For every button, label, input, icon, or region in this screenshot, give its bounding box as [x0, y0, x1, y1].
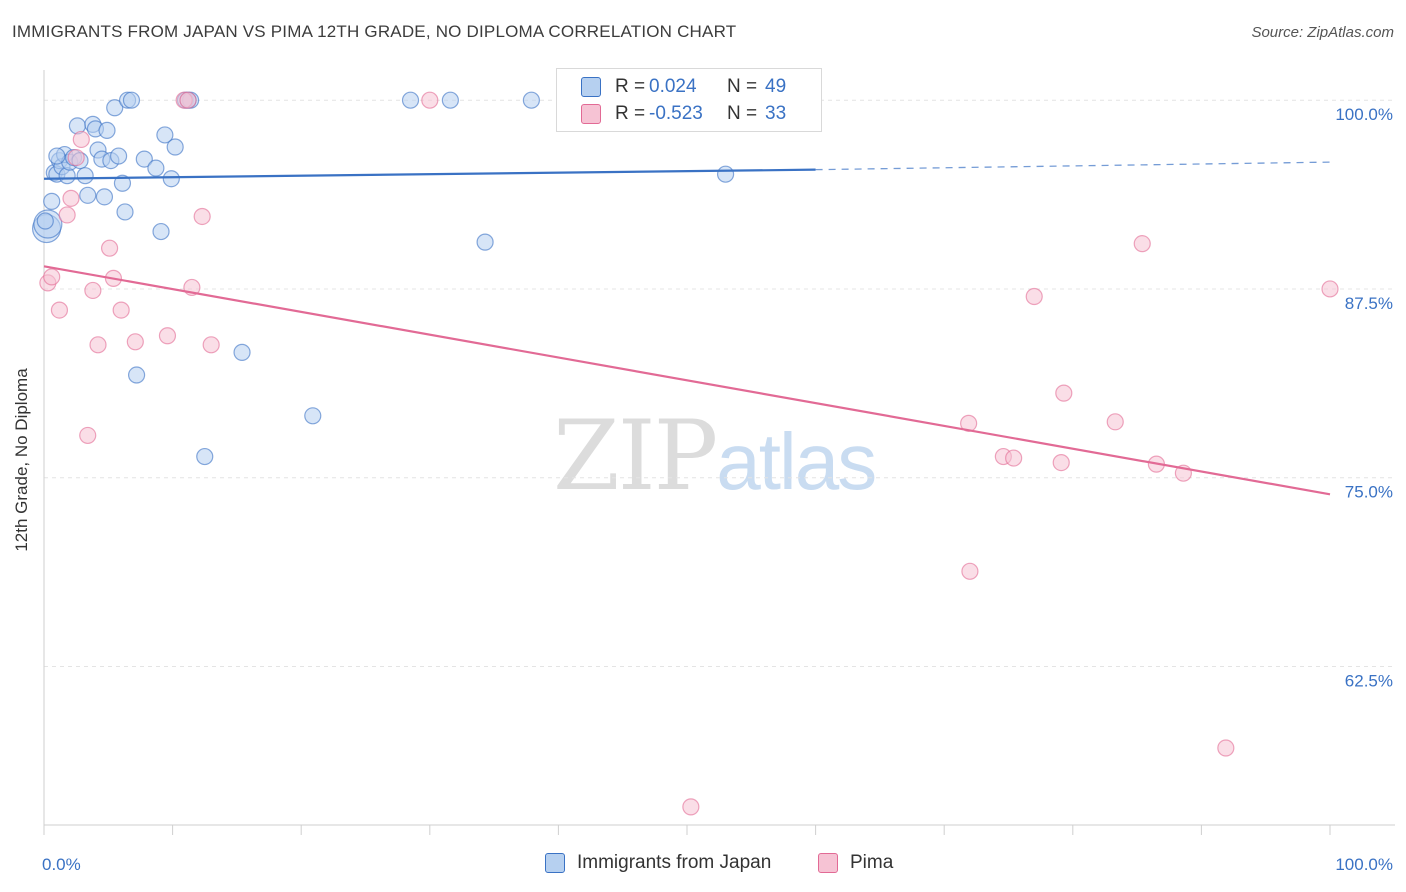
legend-r-value: -0.523	[649, 103, 703, 124]
y-tick-label: 87.5%	[1345, 294, 1393, 313]
legend-n-label: N =	[727, 103, 758, 124]
point-japan	[113, 174, 132, 192]
point-pima	[126, 333, 144, 351]
legend-r-label: R =	[615, 76, 646, 97]
point-pima	[79, 426, 97, 445]
series-legend: Immigrants from Japan Pima	[0, 850, 1406, 878]
legend-item-japan[interactable]: Immigrants from Japan	[545, 852, 771, 874]
legend-swatch-japan	[581, 77, 601, 97]
point-japan	[43, 192, 61, 210]
trend-line-japan-extension	[815, 161, 1331, 171]
point-pima	[100, 239, 119, 257]
point-japan	[166, 138, 184, 156]
point-pima	[1052, 454, 1070, 472]
legend-row-japan: R = 0.024 N = 49	[581, 75, 786, 99]
point-pima	[193, 207, 211, 226]
point-japan	[48, 147, 66, 165]
point-pima	[1133, 235, 1151, 253]
legend-row-pima: R = -0.523 N = 33	[581, 102, 786, 126]
source-label: Source: ZipAtlas.com	[1251, 24, 1394, 41]
legend-r-value: 0.024	[649, 76, 697, 97]
legend-swatch-pima	[581, 104, 601, 124]
point-japan	[716, 165, 735, 183]
point-pima	[1217, 739, 1235, 757]
point-japan	[156, 126, 174, 144]
point-japan	[116, 203, 134, 221]
point-japan	[36, 212, 54, 230]
point-japan	[441, 91, 459, 109]
point-pima	[43, 268, 61, 286]
point-japan	[304, 407, 322, 425]
point-pima	[961, 562, 979, 580]
point-japan	[401, 91, 420, 109]
watermark-atlas: atlas	[716, 417, 877, 506]
watermark-zip: ZIP	[553, 400, 718, 512]
point-japan	[152, 222, 170, 241]
chart-title: IMMIGRANTS FROM JAPAN VS PIMA 12TH GRADE…	[12, 22, 737, 41]
point-japan	[196, 447, 214, 466]
legend-r-label: R =	[615, 103, 646, 124]
x-tick-label: 0.0%	[42, 855, 81, 874]
legend-swatch-pima	[818, 853, 838, 873]
legend-item-pima[interactable]: Pima	[818, 852, 893, 874]
y-tick-label: 62.5%	[1345, 671, 1393, 690]
y-tick-label: 75.0%	[1345, 483, 1393, 502]
point-pima	[89, 336, 107, 354]
point-pima	[1005, 449, 1023, 467]
point-pima	[202, 336, 220, 354]
point-japan	[95, 188, 114, 206]
legend-n-value: 49	[765, 76, 787, 97]
point-japan	[476, 233, 494, 251]
y-tick-label: 100.0%	[1335, 105, 1393, 124]
point-japan	[106, 99, 124, 117]
legend-label-japan: Immigrants from Japan	[577, 852, 772, 873]
point-pima	[1106, 413, 1124, 431]
point-pima	[682, 798, 700, 816]
point-japan	[127, 366, 146, 384]
legend-label-pima: Pima	[850, 852, 894, 873]
point-japan	[79, 186, 97, 204]
point-pima	[1025, 287, 1043, 306]
point-pima	[50, 301, 69, 319]
point-japan	[122, 91, 141, 109]
point-pima	[1321, 280, 1339, 298]
point-pima	[1055, 384, 1073, 402]
watermark: ZIPatlas	[553, 400, 877, 512]
point-pima	[179, 91, 197, 109]
legend-n-label: N =	[727, 76, 758, 97]
point-japan	[76, 167, 94, 185]
point-pima	[421, 91, 439, 109]
point-japan	[162, 170, 180, 188]
point-pima	[58, 206, 76, 224]
point-pima	[112, 301, 130, 319]
point-pima	[72, 130, 90, 149]
point-japan	[135, 150, 153, 168]
point-pima	[67, 148, 85, 167]
point-pima	[62, 189, 80, 207]
legend-n-value: 33	[765, 103, 787, 124]
point-japan	[109, 147, 128, 165]
trend-line-japan	[43, 168, 816, 180]
x-tick-label: 100.0%	[1335, 855, 1393, 874]
point-japan	[522, 91, 540, 109]
point-pima	[84, 281, 102, 300]
correlation-legend: R = 0.024 N = 49 R = -0.523 N = 33	[556, 68, 822, 132]
legend-swatch-japan	[545, 853, 565, 873]
trend-line-pima	[43, 265, 1331, 496]
point-japan	[98, 121, 116, 139]
point-japan	[233, 343, 251, 361]
point-japan	[147, 159, 165, 177]
point-pima	[158, 327, 177, 345]
